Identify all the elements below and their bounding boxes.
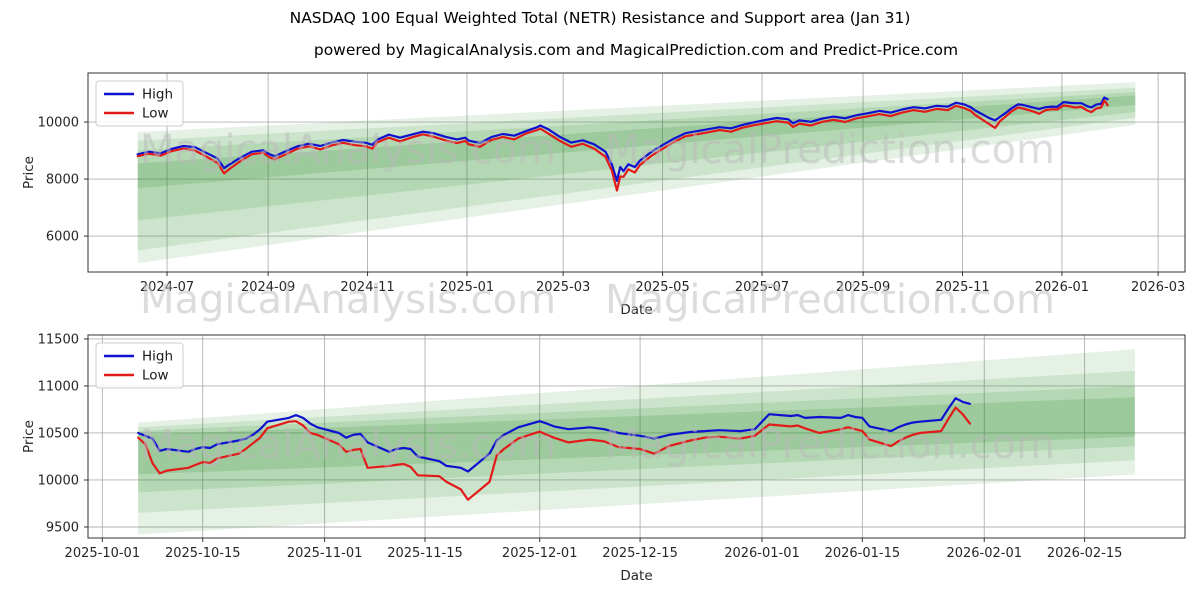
recent-zoom-high-line (137, 397, 972, 473)
recent-zoom-grid (88, 335, 1185, 538)
y-tick-label: 8000 (46, 173, 79, 188)
x-tick-label: 2025-05 (635, 280, 689, 295)
recent-zoom-yaxis-label: Price (21, 420, 37, 453)
full-history-low-line (136, 99, 1109, 192)
legend-label-low: Low (142, 368, 169, 384)
y-tick-label: 11000 (38, 379, 79, 394)
x-tick-label: 2025-12-01 (502, 546, 578, 561)
y-tick-label: 6000 (46, 230, 79, 245)
x-tick-label: 2026-03 (1131, 280, 1185, 295)
chart-full-history: 2024-07 2024-09 2024-11 2025-01 2025-03 2025-… (21, 72, 1186, 318)
x-tick-label: 2024-11 (340, 280, 394, 295)
x-tick-label: 2025-09 (836, 280, 890, 295)
full-history-yaxis-label: Price (21, 156, 37, 189)
band (137, 95, 1136, 189)
chart-title: NASDAQ 100 Equal Weighted Total (NETR) R… (289, 9, 911, 27)
recent-zoom-legend: High Low (95, 342, 184, 389)
recent-zoom-ticks (84, 338, 1086, 542)
x-tick-label: 2025-11-01 (287, 546, 363, 561)
y-tick-label: 10500 (38, 426, 79, 441)
full-history-ticks (84, 121, 1159, 276)
legend-label-low: Low (142, 106, 169, 122)
x-tick-label: 2025-11 (935, 280, 989, 295)
band (137, 92, 1136, 221)
legend-box (95, 80, 184, 127)
x-tick-label: 2025-03 (536, 280, 590, 295)
recent-zoom-resistance-support-bands (138, 349, 1135, 535)
x-tick-label: 2025-07 (735, 280, 789, 295)
x-tick-label: 2025-10-01 (65, 546, 141, 561)
band (138, 349, 1135, 535)
x-tick-label: 2025-12-15 (602, 546, 678, 561)
legend-label-high: High (142, 349, 173, 365)
chart-subtitle: powered by MagicalAnalysis.com and Magic… (313, 41, 959, 59)
x-tick-label: 2026-02-15 (1047, 546, 1123, 561)
band (138, 370, 1135, 513)
band (137, 82, 1136, 264)
full-history-legend: High Low (95, 80, 184, 127)
x-tick-label: 2025-01 (440, 280, 494, 295)
y-tick-label: 9500 (46, 520, 79, 535)
y-tick-label: 10000 (38, 116, 79, 131)
legend-label-high: High (142, 87, 173, 103)
recent-zoom-low-line (137, 406, 972, 501)
y-tick-label: 11500 (38, 332, 79, 347)
full-history-high-line (136, 96, 1109, 182)
legend-box (95, 342, 184, 389)
recent-zoom-plot-border (87, 334, 1186, 539)
x-tick-label: 2024-07 (140, 280, 194, 295)
x-tick-label: 2025-10-15 (165, 546, 241, 561)
y-tick-label: 10000 (38, 473, 79, 488)
x-tick-label: 2025-11-15 (387, 546, 463, 561)
recent-zoom-xaxis-label: Date (620, 568, 652, 584)
x-tick-label: 2026-02-01 (946, 546, 1022, 561)
x-tick-label: 2026-01-01 (724, 546, 800, 561)
full-history-plot-border (87, 72, 1186, 273)
x-tick-label: 2024-09 (241, 280, 295, 295)
x-tick-label: 2026-01-15 (825, 546, 901, 561)
full-history-xaxis-label: Date (620, 302, 652, 318)
x-tick-label: 2026-01 (1035, 280, 1089, 295)
chart-recent-zoom: 2025-10-01 2025-10-15 2025-11-01 2025-11-15… (21, 332, 1186, 584)
